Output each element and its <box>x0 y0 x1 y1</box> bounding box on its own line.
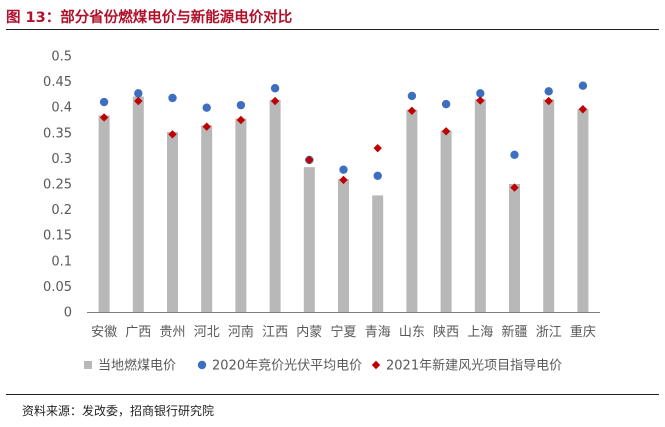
dot-贵州 <box>168 93 177 103</box>
bar-广西 <box>132 96 144 313</box>
bar-重庆 <box>577 109 589 312</box>
dot-河南 <box>236 100 246 110</box>
dot-广西 <box>134 89 143 98</box>
bar-山东 <box>406 109 418 312</box>
diamond-青海 <box>373 143 382 153</box>
x-axis: 安徽 广西 贵州 河北 河南 江西 内蒙 宁夏 青海 山东 陕西 上海 新疆 浙江 重庆 <box>87 312 600 340</box>
diamond-河南 <box>236 115 246 125</box>
dot-河北 <box>202 103 211 112</box>
y-tick-label: 0.45 <box>43 75 72 90</box>
diamond-重庆 <box>578 105 588 114</box>
diamond-贵州 <box>168 130 177 139</box>
x-tick-label: 安徽 <box>91 325 117 340</box>
legend-label: 2020年竞价光伏平均电价 <box>212 358 362 374</box>
bar-上海 <box>474 99 486 312</box>
legend-marker-diamond <box>371 360 381 370</box>
bar-宁夏 <box>338 179 349 312</box>
bar-贵州 <box>167 132 178 312</box>
figure-header: 图 13：部分省份燃煤电价与新能源电价对比 <box>6 2 659 30</box>
legend: 当地燃煤电价 2020年竞价光伏平均电价 2021年新建风光项目指导电价 <box>84 358 562 374</box>
dot-浙江 <box>544 87 553 96</box>
dot-陕西 <box>441 99 451 109</box>
dot-安徽 <box>99 97 109 107</box>
y-tick-label: 0.15 <box>43 229 72 244</box>
bar-series <box>98 96 589 313</box>
dot-新疆 <box>510 150 519 160</box>
dot-重庆 <box>578 81 588 90</box>
diamond-内蒙 <box>305 155 314 165</box>
y-tick-label: 0 <box>64 306 72 321</box>
dot-上海 <box>476 89 485 98</box>
bar-内蒙 <box>303 167 315 312</box>
title-divider <box>6 29 659 30</box>
footer-divider <box>6 394 659 395</box>
x-tick-label: 青海 <box>365 325 391 340</box>
x-tick-label: 内蒙 <box>296 324 322 340</box>
x-tick-label: 河南 <box>228 324 254 340</box>
bar-新疆 <box>509 184 520 312</box>
x-tick-label: 广西 <box>125 325 151 340</box>
x-tick-label: 河北 <box>194 325 220 340</box>
y-tick-label: 0.5 <box>51 50 72 65</box>
x-tick-label: 新疆 <box>501 324 527 340</box>
diamond-江西 <box>270 96 280 106</box>
diamond-安徽 <box>99 113 109 122</box>
x-tick-label: 陕西 <box>433 325 459 340</box>
y-tick-label: 0.3 <box>51 152 72 167</box>
dot-宁夏 <box>339 165 348 174</box>
legend-label: 2021年新建风光项目指导电价 <box>386 358 562 374</box>
x-tick-label: 宁夏 <box>330 324 356 340</box>
diamond-上海 <box>476 96 485 105</box>
diamond-广西 <box>134 96 143 106</box>
bar-青海 <box>372 195 384 312</box>
bar-江西 <box>269 99 281 312</box>
y-axis: 0 0.05 0.1 0.15 0.2 0.25 0.3 0.35 0.4 0.45 0.5 <box>43 50 72 321</box>
legend-marker-circle <box>197 360 207 370</box>
diamond-陕西 <box>441 127 451 136</box>
diamond-山东 <box>407 106 417 115</box>
x-tick-label: 山东 <box>399 325 425 340</box>
legend-label: 当地燃煤电价 <box>98 358 176 374</box>
diamond-series <box>99 96 588 192</box>
x-tick-label: 贵州 <box>159 325 185 340</box>
dot-江西 <box>270 84 280 93</box>
x-tick-label: 上海 <box>467 325 493 340</box>
y-tick-label: 0.4 <box>51 101 72 116</box>
figure-title: 图 13：部分省份燃煤电价与新能源电价对比 <box>6 10 293 26</box>
x-tick-label: 江西 <box>262 325 288 340</box>
y-tick-label: 0.35 <box>43 126 72 141</box>
bar-安徽 <box>98 115 110 312</box>
bar-陕西 <box>440 130 452 312</box>
y-tick-label: 0.1 <box>51 254 72 269</box>
y-tick-label: 0.05 <box>43 280 72 295</box>
bar-河北 <box>201 125 213 312</box>
bar-河南 <box>235 118 247 312</box>
y-tick-label: 0.2 <box>51 203 72 218</box>
diamond-河北 <box>202 122 211 131</box>
dot-山东 <box>407 91 417 101</box>
bar-浙江 <box>543 99 555 313</box>
diamond-新疆 <box>510 183 519 192</box>
chart: 0 0.05 0.1 0.15 0.2 0.25 0.3 0.35 0.4 0.45 0.5 安徽广… <box>43 50 600 374</box>
dot-青海 <box>373 171 382 181</box>
diamond-宁夏 <box>339 175 348 185</box>
x-tick-label: 浙江 <box>536 325 562 340</box>
x-tick-label: 重庆 <box>570 324 596 340</box>
y-tick-label: 0.25 <box>43 178 72 193</box>
diamond-浙江 <box>544 96 553 106</box>
legend-marker-bar <box>84 361 92 369</box>
source-note: 资料来源：发改委，招商银行研究院 <box>22 404 215 418</box>
